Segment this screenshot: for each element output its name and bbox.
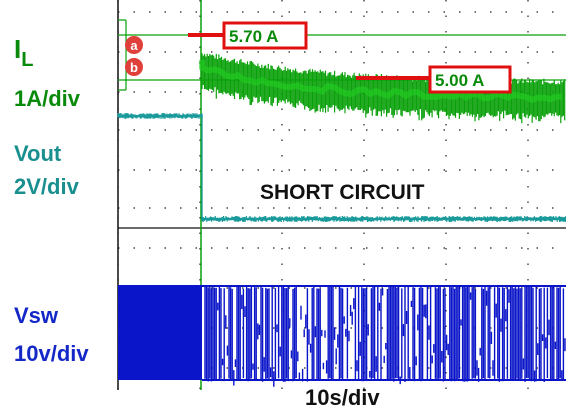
vsw-dense-block [118,285,202,380]
svg-text:b: b [130,60,138,75]
marker-5-70-text: 5.70 A [229,27,278,46]
marker-5-00-text: 5.00 A [435,71,484,90]
vsw-label: Vsw [14,303,59,328]
il-trace [199,53,566,124]
il-scale-label: 1A/div [14,86,81,111]
vout-label: Vout [14,141,62,166]
vout-scale-label: 2V/div [14,174,80,199]
cursor-mark-a: a [125,36,143,54]
vsw-scale-label: 10v/div [14,341,89,366]
vout-before [117,113,203,119]
il-envelope [199,60,563,104]
vout-trace [117,113,566,222]
cursor-mark-b: b [125,58,143,76]
svg-text:a: a [130,38,138,53]
marker-5-00: 5.00 A [356,65,512,94]
cursor-bracket [118,19,127,91]
vsw-switching [204,285,566,387]
vsw-trace [118,285,566,387]
time-scale-label: 10s/div [305,385,380,410]
vout-after [201,216,566,222]
short-circuit-annotation: SHORT CIRCUIT [260,181,425,204]
marker-5-70: 5.70 A [188,21,308,50]
il-label: IL [14,34,33,71]
